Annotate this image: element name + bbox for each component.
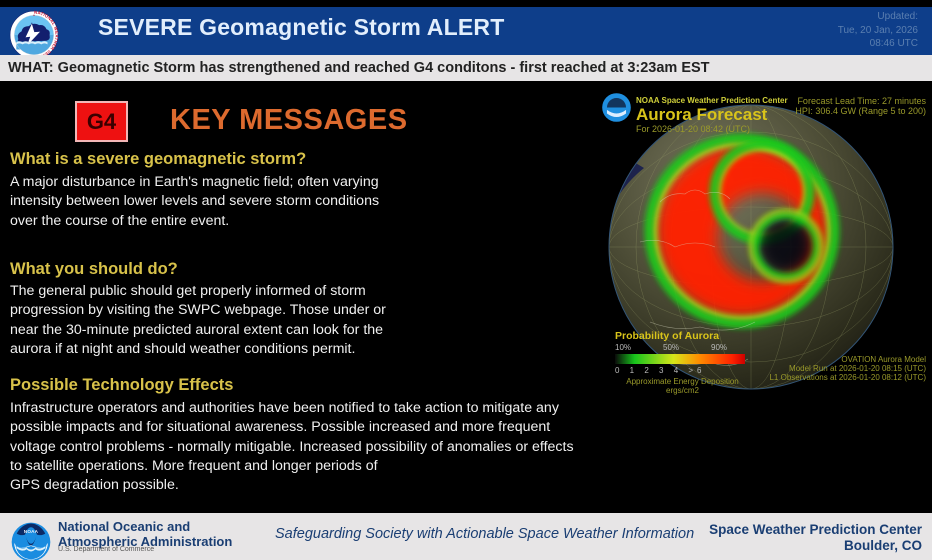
svg-text:NOAA: NOAA — [24, 529, 39, 534]
